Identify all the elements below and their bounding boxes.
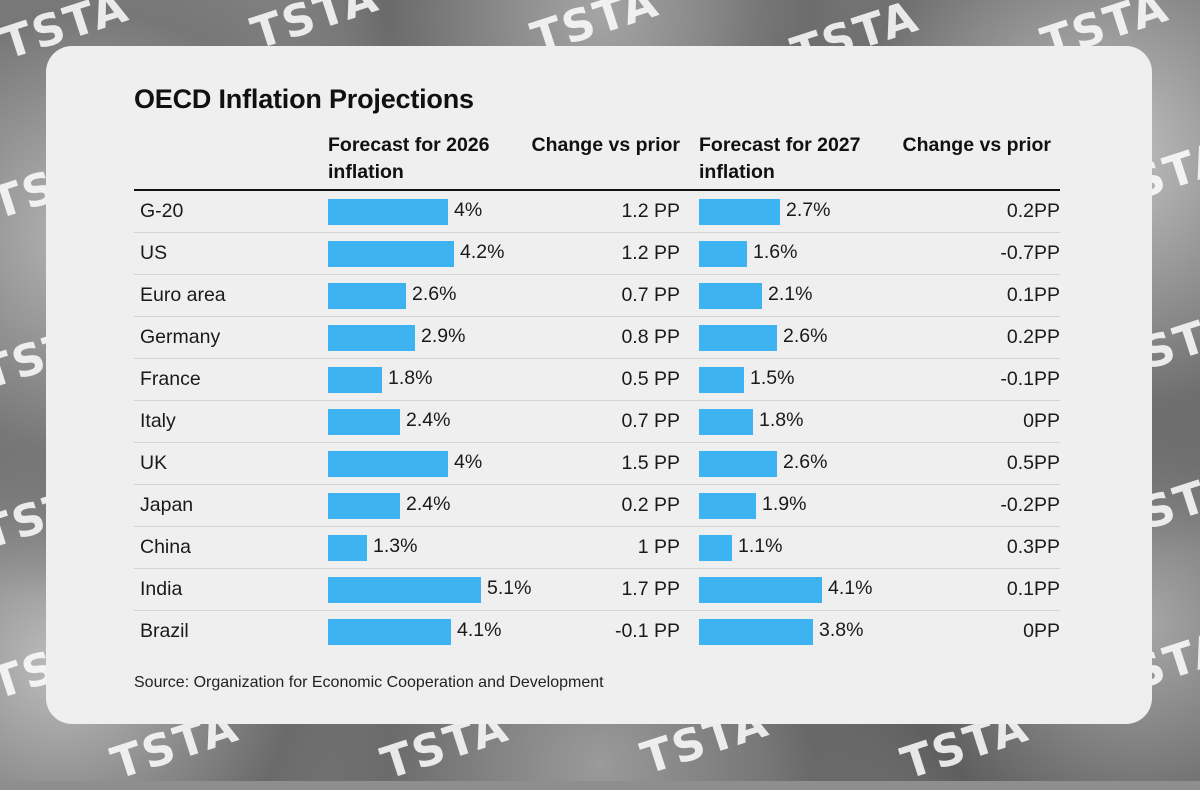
value-label-2027: 2.6% (783, 325, 828, 347)
change-2026: 0.8 PP (621, 326, 680, 348)
change-2026: 0.5 PP (621, 368, 680, 390)
bar-2027 (699, 451, 777, 477)
bar-2026 (328, 619, 451, 645)
country-label: France (140, 368, 201, 390)
value-label-2027: 2.6% (783, 451, 828, 473)
table-row: US 4.2% 1.6% 1.2 PP -0.7PP (134, 233, 1060, 275)
bar-2027 (699, 241, 747, 267)
value-label-2027: 1.6% (753, 241, 798, 263)
bar-2027 (699, 619, 813, 645)
bar-2027 (699, 325, 777, 351)
value-label-2026: 4% (454, 451, 483, 473)
change-2027: 0.2PP (1006, 326, 1060, 348)
bar-2026 (328, 493, 400, 519)
country-label: Germany (140, 326, 221, 348)
change-2027: 0.5PP (1006, 452, 1060, 474)
table-row: Italy 2.4% 1.8% 0.7 PP 0PP (134, 401, 1060, 443)
table-row: Germany 2.9% 2.6% 0.8 PP 0.2PP (134, 317, 1060, 359)
change-2027: 0.1PP (1006, 284, 1060, 306)
change-2026: 1.2 PP (621, 200, 680, 222)
country-label: Japan (140, 494, 194, 516)
change-2026: 0.7 PP (621, 410, 680, 432)
change-2026: 1.2 PP (621, 242, 680, 264)
value-label-2027: 1.8% (759, 409, 804, 431)
bar-2027 (699, 493, 756, 519)
change-2027: -0.7PP (1000, 242, 1060, 264)
value-label-2026: 1.3% (373, 535, 418, 557)
bar-2027 (699, 367, 744, 393)
value-label-2027: 1.9% (762, 493, 807, 515)
header-rule (134, 189, 1060, 191)
table-row: France 1.8% 1.5% 0.5 PP -0.1PP (134, 359, 1060, 401)
change-2026: 0.7 PP (621, 284, 680, 306)
table-row: Japan 2.4% 1.9% 0.2 PP -0.2PP (134, 485, 1060, 527)
country-label: G-20 (140, 200, 184, 222)
change-2026: 0.2 PP (621, 494, 680, 516)
value-label-2026: 2.9% (421, 325, 466, 347)
chart-card: OECD Inflation Projections Forecast for … (46, 46, 1152, 724)
change-2027: 0.2PP (1006, 200, 1060, 222)
change-2026: 1.5 PP (621, 452, 680, 474)
value-label-2026: 1.8% (388, 367, 433, 389)
country-label: Euro area (140, 284, 226, 306)
value-label-2027: 2.7% (786, 199, 831, 221)
country-label: US (140, 242, 168, 264)
header-change-2027: Change vs prior (902, 134, 1051, 156)
value-label-2026: 4% (454, 199, 483, 221)
country-label: China (140, 536, 191, 558)
bar-2026 (328, 367, 382, 393)
bar-2027 (699, 283, 762, 309)
value-label-2026: 2.4% (406, 409, 451, 431)
bar-2026 (328, 283, 406, 309)
bar-2027 (699, 199, 780, 225)
table-row: G-20 4% 2.7% 1.2 PP 0.2PP (134, 191, 1060, 233)
change-2026: 1.7 PP (621, 578, 680, 600)
value-label-2027: 4.1% (828, 577, 873, 599)
header-forecast-2027: Forecast for 2027 inflation (699, 134, 861, 183)
bar-2026 (328, 535, 367, 561)
country-label: UK (140, 452, 168, 474)
bar-2027 (699, 409, 753, 435)
change-2027: -0.1PP (1000, 368, 1060, 390)
bar-2027 (699, 535, 732, 561)
value-label-2027: 3.8% (819, 619, 864, 641)
change-2027: 0PP (1023, 620, 1060, 642)
table-row: India 5.1% 4.1% 1.7 PP 0.1PP (134, 569, 1060, 611)
value-label-2027: 1.1% (738, 535, 783, 557)
bar-2026 (328, 451, 448, 477)
value-label-2026: 5.1% (487, 577, 532, 599)
value-label-2026: 2.4% (406, 493, 451, 515)
country-label: India (140, 578, 183, 600)
bar-2026 (328, 241, 454, 267)
change-2026: 1 PP (637, 536, 680, 558)
change-2027: -0.2PP (1000, 494, 1060, 516)
value-label-2027: 2.1% (768, 283, 813, 305)
bar-2027 (699, 577, 822, 603)
table-row: UK 4% 2.6% 1.5 PP 0.5PP (134, 443, 1060, 485)
header-change-2026: Change vs prior (531, 134, 680, 156)
bar-2026 (328, 325, 415, 351)
change-2027: 0.3PP (1006, 536, 1060, 558)
change-2027: 0.1PP (1006, 578, 1060, 600)
table-row: Euro area 2.6% 2.1% 0.7 PP 0.1PP (134, 275, 1060, 317)
bar-2026 (328, 409, 400, 435)
value-label-2026: 4.1% (457, 619, 502, 641)
change-2026: -0.1 PP (614, 620, 680, 642)
header-forecast-2026: Forecast for 2026 inflation (328, 134, 490, 183)
bar-2026 (328, 199, 448, 225)
value-label-2026: 4.2% (460, 241, 505, 263)
change-2027: 0PP (1023, 410, 1060, 432)
value-label-2027: 1.5% (750, 367, 795, 389)
country-label: Italy (140, 410, 176, 432)
country-label: Brazil (140, 620, 189, 642)
table-row: China 1.3% 1.1% 1 PP 0.3PP (134, 527, 1060, 569)
bar-2026 (328, 577, 481, 603)
chart-title: OECD Inflation Projections (134, 84, 474, 114)
data-rows: G-20 4% 2.7% 1.2 PP 0.2PP US 4.2% 1.6% 1.2 PP -0.… (134, 191, 1060, 652)
source-note: Source: Organization for Economic Cooper… (134, 674, 604, 691)
table-row: Brazil 4.1% 3.8% -0.1 PP 0PP (134, 611, 1060, 652)
value-label-2026: 2.6% (412, 283, 457, 305)
